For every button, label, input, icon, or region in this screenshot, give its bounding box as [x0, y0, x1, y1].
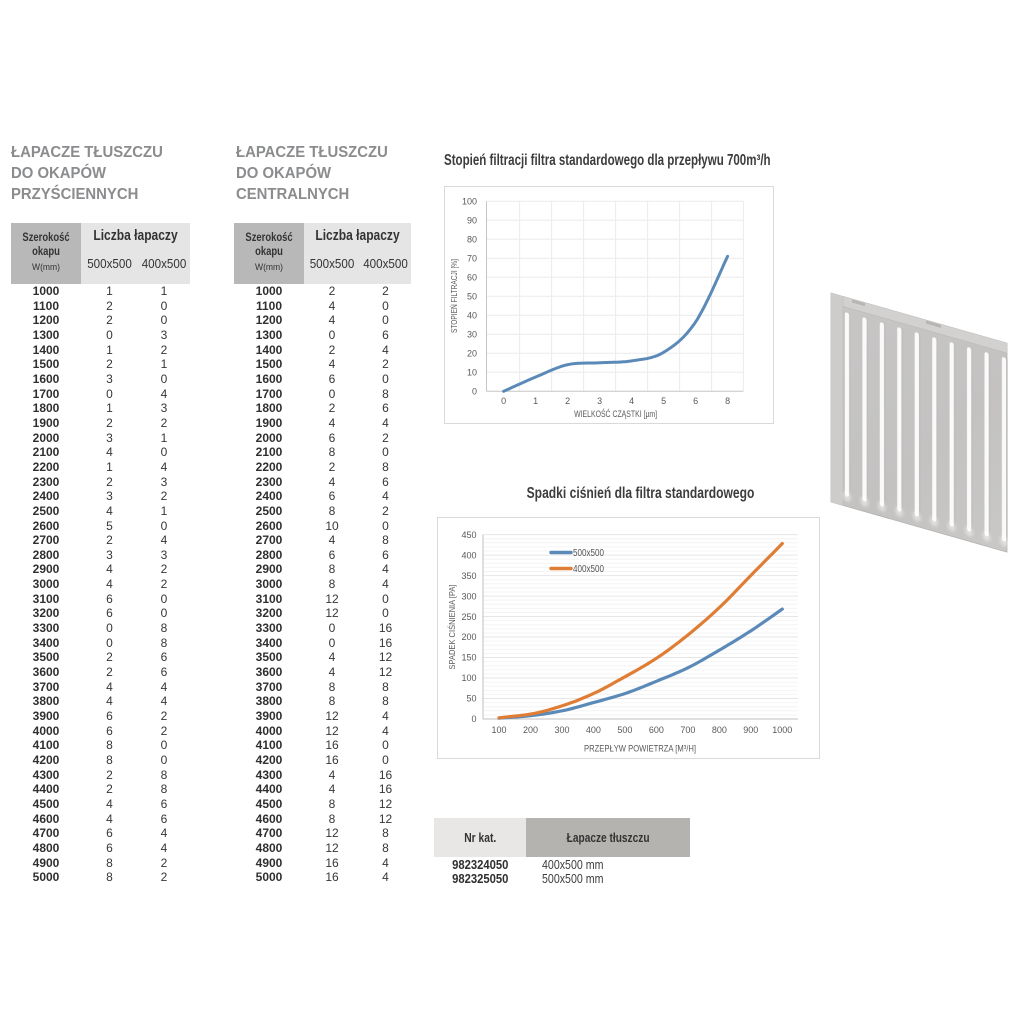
svg-text:1000: 1000 — [772, 725, 792, 735]
svg-text:900: 900 — [743, 725, 758, 735]
svg-text:100: 100 — [462, 196, 477, 206]
svg-text:3: 3 — [597, 396, 602, 406]
svg-text:300: 300 — [461, 591, 476, 601]
svg-text:500x500: 500x500 — [573, 548, 604, 559]
svg-text:40: 40 — [467, 311, 477, 321]
svg-text:50: 50 — [467, 292, 477, 302]
svg-text:STOPIEŃ FILTRACJI [%]: STOPIEŃ FILTRACJI [%] — [449, 259, 459, 333]
svg-text:100: 100 — [491, 725, 506, 735]
svg-text:60: 60 — [467, 272, 477, 282]
svg-text:450: 450 — [461, 530, 476, 540]
svg-text:400x500: 400x500 — [573, 564, 604, 575]
svg-text:0: 0 — [472, 387, 477, 397]
svg-text:PRZEPŁYW POWIETRZA [M³/H]: PRZEPŁYW POWIETRZA [M³/H] — [584, 744, 696, 755]
svg-text:350: 350 — [461, 571, 476, 581]
svg-text:6: 6 — [693, 396, 698, 406]
svg-text:400: 400 — [461, 550, 476, 560]
svg-text:600: 600 — [649, 725, 664, 735]
svg-text:5: 5 — [661, 396, 666, 406]
svg-text:90: 90 — [467, 215, 477, 225]
svg-text:500: 500 — [617, 725, 632, 735]
svg-text:30: 30 — [467, 330, 477, 340]
svg-text:250: 250 — [461, 612, 476, 622]
svg-text:10: 10 — [467, 368, 477, 378]
svg-text:4: 4 — [629, 396, 634, 406]
svg-text:200: 200 — [523, 725, 538, 735]
svg-text:100: 100 — [461, 673, 476, 683]
svg-text:0: 0 — [471, 714, 476, 724]
svg-text:1: 1 — [533, 396, 538, 406]
svg-text:200: 200 — [461, 632, 476, 642]
svg-text:SPADEK CIŚNIENIA [PA]: SPADEK CIŚNIENIA [PA] — [446, 585, 457, 670]
svg-text:400: 400 — [586, 725, 601, 735]
svg-text:20: 20 — [467, 349, 477, 359]
svg-text:700: 700 — [680, 725, 695, 735]
svg-text:8: 8 — [725, 396, 730, 406]
svg-text:150: 150 — [461, 653, 476, 663]
svg-text:50: 50 — [466, 694, 476, 704]
svg-text:70: 70 — [467, 253, 477, 263]
svg-text:80: 80 — [467, 234, 477, 244]
svg-text:2: 2 — [565, 396, 570, 406]
svg-text:0: 0 — [501, 396, 506, 406]
svg-text:800: 800 — [712, 725, 727, 735]
svg-text:300: 300 — [554, 725, 569, 735]
svg-text:WIELKOŚĆ CZĄSTKI [µm]: WIELKOŚĆ CZĄSTKI [µm] — [574, 408, 657, 420]
